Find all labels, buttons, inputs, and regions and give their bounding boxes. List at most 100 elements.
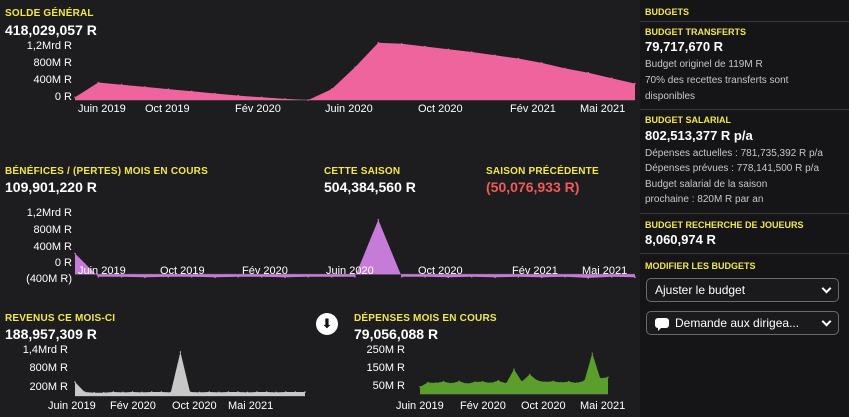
x-tick-label: Fév 2020 xyxy=(460,400,506,412)
profit-label: BÉNÉFICES / (PERTES) MOIS EN COURS xyxy=(5,166,208,177)
chart-data-point xyxy=(256,391,258,393)
chart-data-point xyxy=(307,276,310,278)
chart-data-point xyxy=(97,276,100,278)
chart-data-point xyxy=(74,252,76,255)
y-tick-label: 250M R xyxy=(366,344,405,356)
balance-chart xyxy=(74,41,636,101)
chart-data-point xyxy=(284,276,286,279)
x-tick-label: Fév 2021 xyxy=(510,103,556,115)
x-tick-label: Oct 2020 xyxy=(418,265,463,277)
chart-data-point xyxy=(284,98,286,100)
chart-data-point xyxy=(304,391,306,393)
chart-data-point xyxy=(494,276,496,279)
expenses-value: 79,056,088 R xyxy=(354,326,439,342)
y-tick-label: 1,2Mrd R xyxy=(26,207,72,219)
chart-data-point xyxy=(214,92,216,95)
x-tick-label: Juin 2020 xyxy=(325,103,373,115)
chart-data-point xyxy=(458,380,460,383)
chart-data-point xyxy=(517,57,520,60)
modify-budgets-label: MODIFIER LES BUDGETS xyxy=(645,261,756,271)
chart-data-point xyxy=(307,99,310,101)
x-tick-label: Fév 2020 xyxy=(242,265,288,277)
chart-data-point xyxy=(552,380,554,383)
chart-data-point xyxy=(354,66,356,69)
chart-data-point xyxy=(260,276,263,278)
chart-data-point xyxy=(599,377,601,380)
x-tick-label: Juin 2019 xyxy=(48,400,96,412)
chart-data-point xyxy=(497,379,500,382)
chart-data-point xyxy=(607,376,609,378)
chart-data-point xyxy=(330,276,333,278)
balance-label: SOLDE GÉNÉRAL xyxy=(5,8,94,19)
chart-data-point xyxy=(167,88,170,90)
scouting-budget-label: BUDGET RECHERCHE DE JOUEURS xyxy=(645,220,804,230)
chart-data-point xyxy=(447,276,450,279)
chart-data-point xyxy=(144,276,146,279)
chart-data-point xyxy=(330,88,333,90)
chart-data-point xyxy=(237,276,240,278)
x-tick-label: Mai 2021 xyxy=(228,400,274,412)
x-tick-label: Mai 2021 xyxy=(580,103,626,115)
transfer-budget-line2: 70% des recettes transferts sont xyxy=(645,75,789,86)
y-tick-label: 200M R xyxy=(29,381,68,393)
transfer-budget-value: 79,717,670 R xyxy=(645,39,724,54)
divider xyxy=(640,253,849,254)
adjust-budget-dropdown[interactable]: Ajuster le budget xyxy=(646,278,839,302)
chart-data-point xyxy=(131,391,134,393)
chart-data-point xyxy=(564,276,566,278)
download-icon[interactable]: ⬇ xyxy=(316,313,338,335)
scouting-budget-value: 8,060,974 R xyxy=(645,232,716,247)
chart-data-point xyxy=(167,276,170,278)
chart-data-point xyxy=(505,382,507,385)
wage-budget-line4: prochaine : 820M R par an xyxy=(645,194,764,205)
y-tick-label: 0 R xyxy=(54,91,72,103)
chart-data-point xyxy=(122,391,124,394)
chart-data-point xyxy=(400,276,403,278)
chart-data-point xyxy=(521,380,523,383)
x-tick-label: Fév 2020 xyxy=(235,103,281,115)
chart-data-point xyxy=(190,90,193,93)
expenses-chart xyxy=(419,352,609,395)
y-tick-label: 400M R xyxy=(33,74,72,86)
chart-data-point xyxy=(466,382,468,385)
chart-data-point xyxy=(447,48,450,51)
chart-data-point xyxy=(470,51,473,53)
chart-data-point xyxy=(528,373,531,376)
balance-value: 418,029,057 R xyxy=(5,22,97,38)
board-request-label: Demande aux dirigea... xyxy=(675,316,800,330)
chart-data-point xyxy=(285,391,287,393)
x-tick-label: Fév 2020 xyxy=(110,400,156,412)
chart-data-point xyxy=(214,276,216,279)
chart-data-point xyxy=(517,276,520,278)
chart-data-point xyxy=(634,276,636,279)
adjust-budget-label: Ajuster le budget xyxy=(655,283,746,297)
chart-data-point xyxy=(610,77,613,79)
wage-budget-label: BUDGET SALARIAL xyxy=(645,115,731,125)
chart-data-point xyxy=(237,94,240,97)
chart-data-point xyxy=(354,276,356,278)
x-tick-label: Juin 2019 xyxy=(78,103,126,115)
x-tick-label: Oct 2020 xyxy=(418,103,463,115)
y-tick-label: 150M R xyxy=(366,362,405,374)
chart-data-point xyxy=(474,381,476,383)
chart-data-point xyxy=(93,392,95,394)
y-tick-label: 800M R xyxy=(33,224,72,236)
chart-data-point xyxy=(198,391,201,394)
chart-data-point xyxy=(189,391,191,393)
chart-data-point xyxy=(424,276,426,278)
chart-data-point xyxy=(208,391,210,393)
x-tick-label: Oct 2020 xyxy=(521,400,566,412)
x-tick-label: Juin 2020 xyxy=(326,265,374,277)
chart-data-point xyxy=(513,368,515,370)
x-tick-label: Mai 2021 xyxy=(582,265,628,277)
chart-area-series xyxy=(420,353,608,394)
board-request-dropdown[interactable]: Demande aux dirigea... xyxy=(646,311,839,335)
budgets-sidebar xyxy=(640,0,849,417)
chart-data-point xyxy=(610,276,613,278)
transfer-budget-line3: disponibles xyxy=(645,91,696,102)
chart-data-point xyxy=(103,392,105,394)
x-tick-label: Mai 2021 xyxy=(580,400,626,412)
chart-area-series xyxy=(75,352,305,396)
chart-data-point xyxy=(591,352,594,355)
chevron-down-icon xyxy=(821,316,832,326)
